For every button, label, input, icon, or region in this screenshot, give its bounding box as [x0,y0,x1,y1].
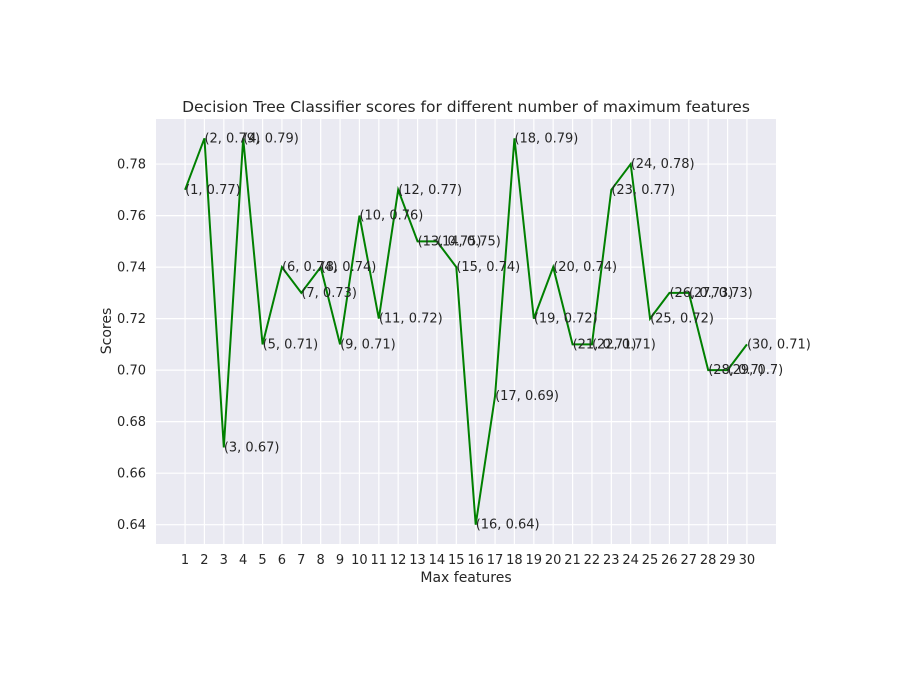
point-label: (13, 0.75) [418,234,482,249]
point-label: (3, 0.67) [224,440,280,455]
x-tick-label: 29 [719,553,736,568]
point-label: (24, 0.78) [631,157,695,172]
y-tick-label: 0.66 [117,467,146,482]
y-tick-label: 0.68 [117,415,146,430]
point-label: (1, 0.77) [185,183,241,198]
x-tick-label: 10 [351,553,368,568]
y-tick-label: 0.76 [117,209,146,224]
x-tick-label: 12 [390,553,407,568]
y-tick-label: 0.64 [117,518,146,533]
x-tick-label: 18 [506,553,523,568]
point-label: (22, 0.71) [592,337,656,352]
x-tick-label: 27 [681,553,698,568]
y-tick-label: 0.78 [117,158,146,173]
point-label: (23, 0.77) [611,183,675,198]
y-tick-label: 0.72 [117,312,146,327]
point-label: (2, 0.79) [204,131,260,146]
plot-background [156,119,776,544]
point-label: (26, 0.73) [669,286,733,301]
x-tick-label: 23 [603,553,620,568]
y-tick-label: 0.74 [117,261,146,276]
point-labels: (1, 0.77) (2, 0.79) (3, 0.67) (4, 0.79) (5, … [185,131,811,532]
point-label: (6, 0.74) [282,260,338,275]
point-label: (21, 0.71) [573,337,637,352]
x-tick-label: 25 [642,553,659,568]
x-tick-label: 17 [487,553,504,568]
x-tick-label: 22 [584,553,601,568]
point-label: (16, 0.64) [476,518,540,533]
x-tick-label: 11 [371,553,388,568]
point-label: (27, 0.73) [689,286,753,301]
x-tick-label: 13 [409,553,426,568]
y-axis-title: Scores [99,308,115,355]
x-tick-label: 7 [297,553,305,568]
x-tick-label: 1 [181,553,189,568]
point-label: (17, 0.69) [495,389,559,404]
x-tick-label: 20 [545,553,562,568]
x-axis-title: Max features [420,570,511,586]
x-tick-label: 4 [239,553,247,568]
point-label: (12, 0.77) [398,183,462,198]
point-label: (14, 0.75) [437,234,501,249]
x-tick-labels: 1 2 3 4 5 6 7 8 9 10 11 12 13 14 15 16 17 18 19 20 21 22 23 24 2… [181,553,755,568]
x-tick-label: 6 [278,553,286,568]
point-label: (8, 0.74) [321,260,377,275]
y-gridlines [156,163,776,526]
x-tick-label: 28 [700,553,717,568]
chart-title: Decision Tree Classifier scores for diff… [182,98,750,116]
point-label: (11, 0.72) [379,312,443,327]
point-label: (28, 0.7) [708,363,764,378]
x-tick-label: 9 [336,553,344,568]
x-tick-label: 5 [258,553,266,568]
point-label: (25, 0.72) [650,312,714,327]
x-tick-label: 19 [526,553,543,568]
y-tick-labels: 0.64 0.66 0.68 0.70 0.72 0.74 0.76 0.78 [117,158,146,534]
point-label: (30, 0.71) [747,337,811,352]
point-label: (10, 0.76) [359,209,423,224]
x-tick-label: 21 [564,553,581,568]
x-tick-label: 24 [622,553,639,568]
point-label: (4, 0.79) [243,131,299,146]
x-tick-label: 14 [429,553,446,568]
series-line [184,137,748,525]
x-tick-label: 26 [661,553,678,568]
point-label: (15, 0.74) [456,260,520,275]
point-label: (7, 0.73) [301,286,357,301]
point-label: (18, 0.79) [514,131,578,146]
y-tick-label: 0.70 [117,364,146,379]
x-tick-label: 16 [467,553,484,568]
x-tick-label: 3 [220,553,228,568]
point-label: (5, 0.71) [263,337,319,352]
point-label: (9, 0.71) [340,337,396,352]
point-label: (29, 0.7) [728,363,784,378]
x-tick-label: 2 [200,553,208,568]
point-label: (19, 0.72) [534,312,598,327]
point-label: (20, 0.74) [553,260,617,275]
x-tick-label: 8 [317,553,325,568]
x-tick-label: 15 [448,553,465,568]
x-tick-label: 30 [739,553,756,568]
